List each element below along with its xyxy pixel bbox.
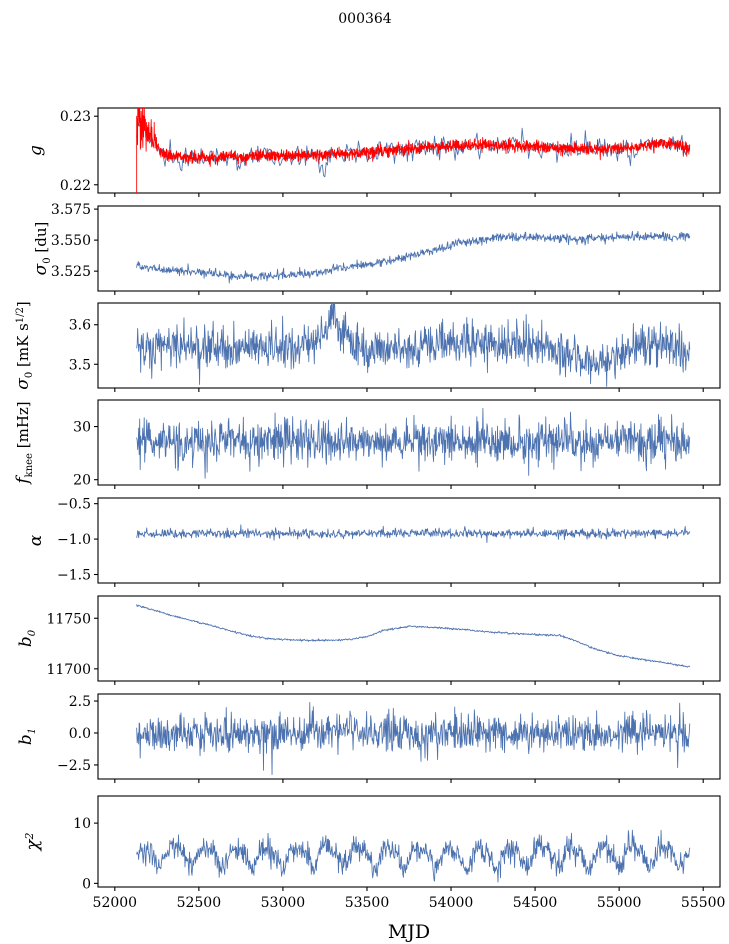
data-group-b0 [136,604,691,668]
series-b1-line [136,702,691,775]
y-axis-label-text-b0: b0 [16,629,38,647]
panel-sigma0: 3.525 3.550 3.575 σ0 [du] [31,202,721,295]
y-axis-label-text-sigma0: σ0 [du] [31,222,53,276]
y-axis-label-sigma0: σ0 [du] [31,222,53,276]
y-axis-label-text-g: g [26,145,46,156]
y-axis-label-b0: b0 [16,629,38,647]
panel-chi2: 0 10 52000 52500 53000 53500 54000 54500 55000 55… [22,795,726,911]
panel-alpha: −1.5 −1.0 −0.5 α [26,497,721,587]
y-axis-label-text-sigma0_norm: σ0 [mK s1/2] [13,301,35,389]
panels-group: 0.22 0.23 g 3.525 3.550 3.575 σ0 [du] 3.5 3.6 σ0 … [13,107,726,911]
panel-frame-sigma0_norm [97,302,721,389]
y-axis-label-fknee: fknee [mHz] [13,401,35,485]
y-axis-label-sigma0_norm: σ0 [mK s1/2] [13,301,35,389]
y-tick-label-g-0: 0.22 [60,178,91,194]
y-tick-label-b0-0: 11700 [46,662,91,678]
panel-g: 0.22 0.23 g [26,107,721,197]
data-group-sigma0 [136,230,691,284]
series-fknee-line [136,408,691,479]
data-group-sigma0_norm [136,303,691,387]
y-axis-label-text-fknee: fknee [mHz] [13,401,35,485]
panel-fknee: 20 30 fknee [mHz] [13,399,721,489]
series-sigma0-mk-line [136,303,691,387]
y-tick-label-fknee-0: 20 [73,473,91,489]
y-tick-label-alpha-2: −0.5 [57,497,91,513]
y-tick-label-sigma0-0: 3.525 [51,264,91,280]
y-tick-label-b1-0: −2.5 [57,758,91,774]
y-tick-label-alpha-1: −1.0 [57,532,91,548]
y-tick-label-b1-1: 0.0 [69,726,91,742]
x-axis-title: MJD [388,921,430,943]
panel-b0: 11700 11750 b0 [16,595,721,685]
x-tick-label-3: 53500 [345,895,390,911]
series-g-red [136,108,691,193]
y-axis-label-g: g [26,145,46,156]
y-tick-label-sigma0-1: 3.550 [51,233,91,249]
data-group-b1 [136,702,691,775]
y-tick-label-alpha-0: −1.5 [57,568,91,584]
y-axis-label-b1: b1 [16,728,38,745]
data-group-chi2 [136,829,691,883]
x-tick-label-0: 52000 [93,895,138,911]
y-tick-label-chi2-1: 10 [73,816,91,832]
y-axis-label-text-chi2: χ2 [22,833,43,853]
data-group-fknee [136,408,691,479]
series-chi2-line [136,829,691,883]
series-b0-line [136,604,691,668]
panel-frame-b1 [97,693,721,780]
y-tick-label-sigma0_norm-0: 3.5 [69,357,91,373]
figure-title: 000364 [338,11,392,27]
y-tick-label-sigma0-2: 3.575 [51,202,91,218]
y-tick-label-sigma0_norm-1: 3.6 [69,318,91,334]
y-axis-label-text-b1: b1 [16,728,38,745]
y-axis-label-text-alpha: α [26,534,46,546]
panel-frame-b0 [97,595,721,682]
y-tick-label-b1-2: 2.5 [69,694,91,710]
series-alpha-line [136,524,691,544]
data-group-alpha [136,524,691,544]
x-tick-label-7: 55500 [681,895,726,911]
y-tick-label-g-1: 0.23 [60,109,91,125]
y-axis-label-alpha: α [26,534,46,546]
panel-frame-chi2 [97,795,721,888]
y-axis-label-chi2: χ2 [22,833,43,853]
y-tick-label-fknee-1: 30 [73,420,91,436]
panel-b1: −2.5 0.0 2.5 b1 [16,693,721,783]
panel-frame-sigma0 [97,205,721,292]
x-tick-label-2: 53000 [261,895,306,911]
panel-frame-g [97,107,721,194]
y-tick-label-chi2-0: 0 [82,876,91,892]
panel-sigma0_norm: 3.5 3.6 σ0 [mK s1/2] [13,301,721,392]
x-tick-label-5: 54500 [513,895,558,911]
y-tick-label-b0-1: 11750 [46,611,91,627]
x-tick-label-6: 55000 [597,895,642,911]
x-tick-label-1: 52500 [177,895,222,911]
series-sigma0-line [136,230,691,284]
data-group-g [136,108,691,193]
panel-frame-fknee [97,399,721,486]
x-tick-label-4: 54000 [429,895,474,911]
panel-frame-alpha [97,497,721,584]
